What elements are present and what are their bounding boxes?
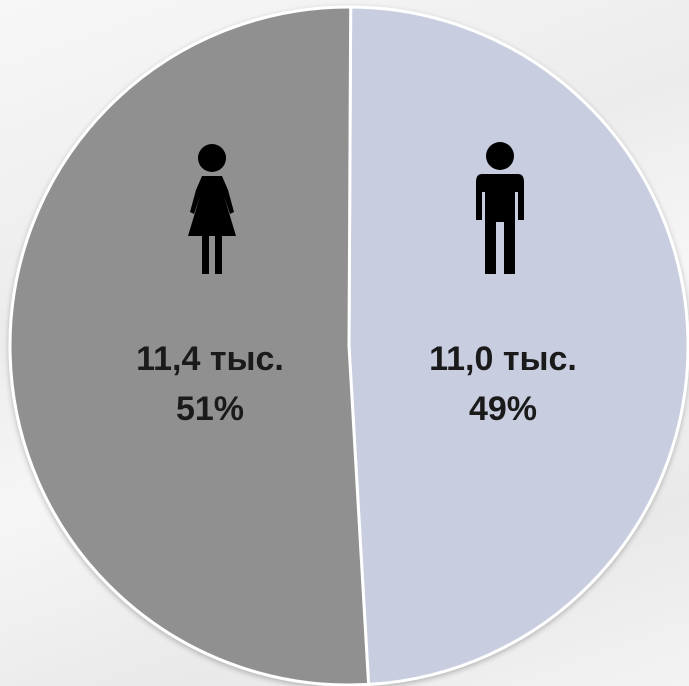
female-value-label: 11,4 тыс. xyxy=(136,340,284,378)
female-icon xyxy=(188,144,236,274)
male-value-label: 11,0 тыс. xyxy=(429,340,577,378)
female-percent-label: 51% xyxy=(176,390,244,428)
male-icon xyxy=(476,142,524,274)
pie-slice-male xyxy=(347,5,689,686)
male-percent-label: 49% xyxy=(469,390,537,428)
pie-slice-female xyxy=(8,5,371,686)
